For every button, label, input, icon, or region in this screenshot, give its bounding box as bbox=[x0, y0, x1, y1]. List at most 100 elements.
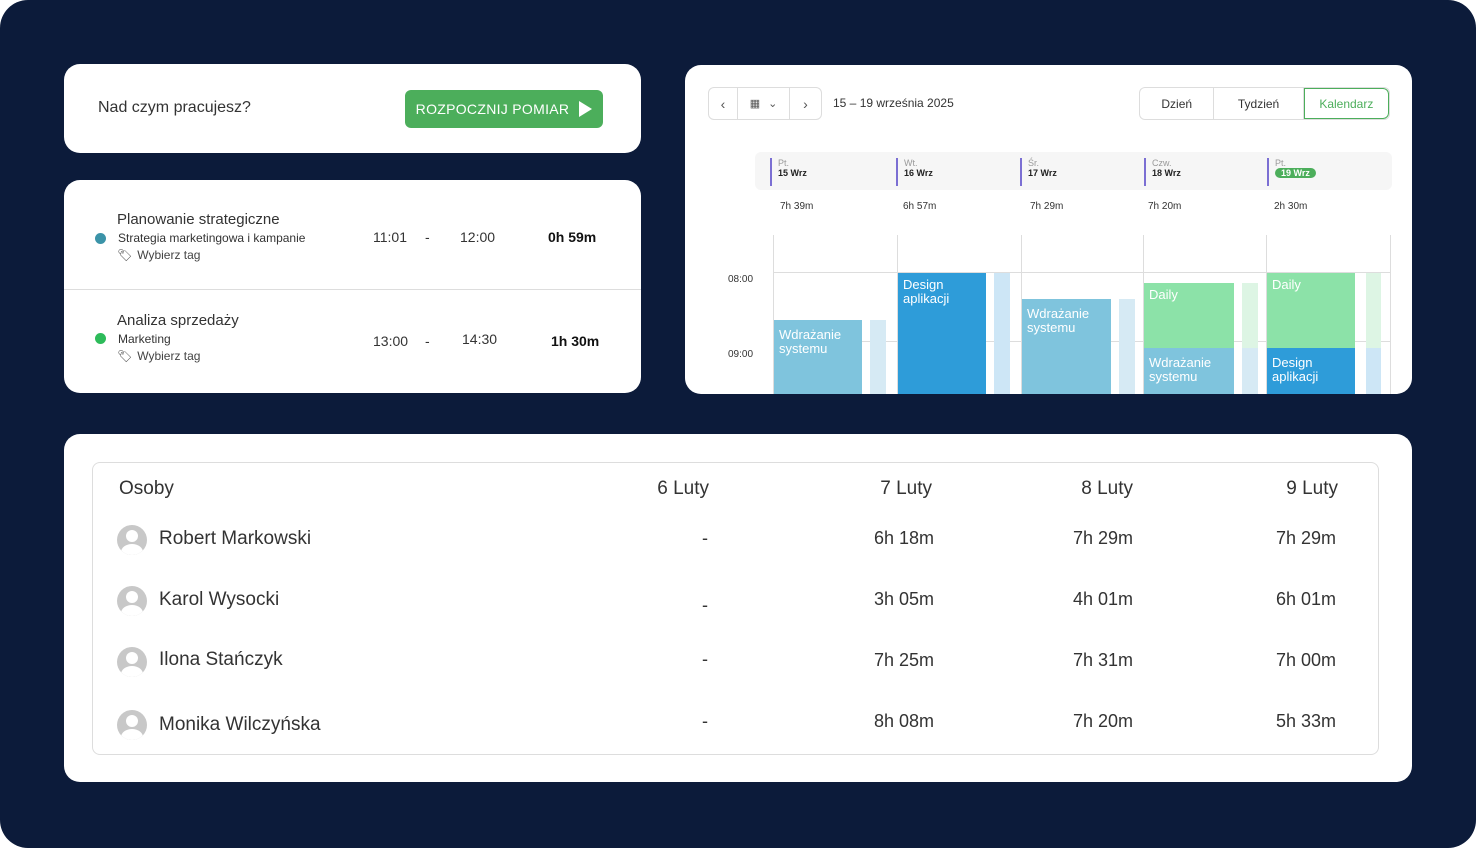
hours-cell: 7h 31m bbox=[1072, 650, 1133, 670]
chevron-left-icon: ‹ bbox=[720, 95, 726, 112]
tag-icon: 🏷 bbox=[117, 349, 133, 363]
day-of-week: Wt. bbox=[904, 158, 918, 168]
day-total: 2h 30m bbox=[1274, 201, 1308, 212]
hours-cell: 7h 25m bbox=[873, 650, 934, 670]
project-color-dot bbox=[95, 233, 106, 244]
entry-title: Analiza sprzedaży bbox=[117, 312, 239, 329]
grid-line bbox=[897, 235, 898, 394]
start-time[interactable]: 13:00 bbox=[373, 333, 409, 349]
date-picker-button[interactable]: ▦ ⌄ bbox=[738, 88, 790, 119]
entry-title: Planowanie strategiczne bbox=[117, 211, 280, 228]
calendar-event[interactable]: Design aplikacji bbox=[1267, 348, 1355, 394]
column-header: 7 Luty bbox=[880, 478, 932, 499]
day-date: 18 Wrz bbox=[1152, 168, 1181, 178]
today-badge: 19 Wrz bbox=[1275, 168, 1316, 178]
day-header-today[interactable]: Pt. 19 Wrz bbox=[1267, 158, 1316, 186]
view-week-tab[interactable]: Tydzień bbox=[1214, 88, 1304, 119]
team-hours-table: Osoby 6 Luty 7 Luty 8 Luty 9 Luty Robert… bbox=[92, 462, 1379, 755]
calendar-panel: ‹ ▦ ⌄ › 15 – 19 września 2025 Dzień Tydzi… bbox=[685, 65, 1412, 394]
time-entry[interactable]: Planowanie strategiczne Strategia market… bbox=[64, 180, 641, 289]
calendar-event[interactable]: Daily bbox=[1267, 273, 1355, 348]
event-ghost bbox=[1366, 348, 1381, 394]
end-time[interactable]: 12:00 bbox=[460, 229, 496, 245]
task-input[interactable]: Nad czym pracujesz? bbox=[98, 99, 251, 116]
hours-cell: 6h 01m bbox=[1275, 589, 1336, 609]
entry-project: Marketing bbox=[118, 332, 171, 346]
event-ghost bbox=[1366, 273, 1381, 348]
grid-line bbox=[1143, 235, 1144, 394]
day-total: 7h 39m bbox=[780, 201, 814, 212]
hours-cell: - bbox=[702, 711, 708, 731]
column-header: 9 Luty bbox=[1286, 478, 1338, 499]
entry-project: Strategia marketingowa i kampanie bbox=[118, 231, 306, 245]
person-name: Ilona Stańczyk bbox=[159, 649, 283, 670]
calendar-event[interactable]: Daily bbox=[1144, 283, 1234, 348]
calendar-event[interactable]: Wdrażanie systemu bbox=[774, 320, 862, 394]
column-header: Osoby bbox=[119, 478, 174, 499]
grid-line bbox=[773, 235, 774, 394]
calendar-event[interactable]: Wdrażanie systemu bbox=[1144, 348, 1234, 394]
start-label: ROZPOCZNIJ POMIAR bbox=[415, 101, 570, 117]
date-navigation: ‹ ▦ ⌄ › bbox=[708, 87, 822, 120]
time-separator: - bbox=[425, 333, 430, 349]
event-ghost bbox=[1242, 348, 1258, 394]
person-name: Monika Wilczyńska bbox=[159, 714, 321, 735]
play-icon bbox=[579, 101, 593, 117]
hours-cell: - bbox=[702, 528, 708, 548]
day-of-week: Pt. bbox=[778, 158, 790, 168]
time-entry[interactable]: Analiza sprzedaży Marketing 🏷 Wybierz tag… bbox=[64, 290, 641, 393]
day-date: 17 Wrz bbox=[1028, 168, 1057, 178]
view-day-tab[interactable]: Dzień bbox=[1140, 88, 1215, 119]
prev-week-button[interactable]: ‹ bbox=[709, 88, 738, 119]
grid-line bbox=[1390, 235, 1391, 394]
event-ghost bbox=[994, 273, 1010, 394]
next-week-button[interactable]: › bbox=[790, 88, 821, 119]
time-separator: - bbox=[425, 229, 430, 245]
end-time[interactable]: 14:30 bbox=[462, 331, 498, 347]
day-total: 7h 29m bbox=[1030, 201, 1064, 212]
column-header: 8 Luty bbox=[1081, 478, 1133, 499]
start-time[interactable]: 11:01 bbox=[373, 229, 407, 245]
hours-cell: 7h 00m bbox=[1275, 650, 1336, 670]
avatar bbox=[117, 586, 147, 616]
hour-label: 08:00 bbox=[728, 274, 754, 285]
event-ghost bbox=[1119, 299, 1135, 394]
hours-cell: 7h 20m bbox=[1072, 711, 1133, 731]
day-total: 6h 57m bbox=[903, 201, 937, 212]
event-ghost bbox=[870, 320, 886, 394]
team-hours-card: Osoby 6 Luty 7 Luty 8 Luty 9 Luty Robert… bbox=[64, 434, 1412, 782]
grid-line bbox=[773, 272, 1391, 273]
day-of-week: Pt. bbox=[1275, 158, 1287, 168]
start-tracking-button[interactable]: ROZPOCZNIJ POMIAR bbox=[405, 90, 603, 128]
time-entries-list: Planowanie strategiczne Strategia market… bbox=[64, 180, 641, 393]
hours-cell: 7h 29m bbox=[1072, 528, 1133, 548]
day-total: 7h 20m bbox=[1148, 201, 1182, 212]
day-header[interactable]: Śr. 17 Wrz bbox=[1020, 158, 1057, 186]
hours-cell: 5h 33m bbox=[1275, 711, 1336, 731]
date-range: 15 – 19 września 2025 bbox=[833, 96, 954, 110]
tag-selector[interactable]: 🏷 Wybierz tag bbox=[117, 349, 200, 363]
hours-cell: 4h 01m bbox=[1072, 589, 1133, 609]
calendar-event[interactable]: Wdrażanie systemu bbox=[1022, 299, 1111, 394]
day-of-week: Śr. bbox=[1028, 158, 1040, 168]
hours-cell: - bbox=[702, 649, 708, 669]
day-header[interactable]: Pt. 15 Wrz bbox=[770, 158, 807, 186]
view-switcher: Dzień Tydzień Kalendarz bbox=[1139, 87, 1390, 120]
hours-cell: 3h 05m bbox=[873, 589, 934, 609]
chevron-down-icon: ⌄ bbox=[768, 98, 778, 110]
hours-cell: 8h 08m bbox=[873, 711, 934, 731]
day-header[interactable]: Wt. 16 Wrz bbox=[896, 158, 933, 186]
time-tracker-bar: Nad czym pracujesz? ROZPOCZNIJ POMIAR bbox=[64, 64, 641, 153]
avatar bbox=[117, 647, 147, 677]
hours-cell: - bbox=[702, 595, 708, 615]
view-calendar-tab[interactable]: Kalendarz bbox=[1303, 88, 1389, 119]
calendar-icon: ▦ bbox=[749, 98, 761, 110]
tag-label: Wybierz tag bbox=[137, 349, 201, 363]
day-header[interactable]: Czw. 18 Wrz bbox=[1144, 158, 1181, 186]
duration: 0h 59m bbox=[548, 229, 597, 245]
duration: 1h 30m bbox=[551, 333, 600, 349]
tag-selector[interactable]: 🏷 Wybierz tag bbox=[117, 248, 200, 262]
event-ghost bbox=[1242, 283, 1258, 348]
calendar-event[interactable]: Design aplikacji bbox=[898, 273, 986, 394]
avatar bbox=[117, 525, 147, 555]
